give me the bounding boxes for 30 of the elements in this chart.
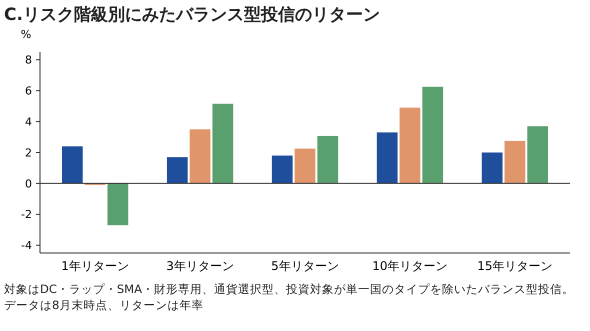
y-tick-label: 8 [25,54,32,67]
y-axis-title: % [20,28,32,41]
bar [527,126,548,184]
text: データは8月末時点、リターンは年率 [4,298,204,312]
y-tick-label: 6 [25,84,32,98]
bar [272,156,293,184]
y-tick-label: -2 [21,208,32,222]
bar [482,152,503,184]
y-tick-label: 0 [25,177,32,190]
y-tick-label: 2 [25,146,32,160]
bar [107,183,128,226]
text: 対象はDC・ラップ・SMA・財形専用、通貨選択型、投資対象が単一国のタイプを除いたバランス型投信。 [4,282,574,296]
bar [294,148,316,184]
bar [212,104,234,184]
bar [422,86,444,184]
bar [504,140,526,184]
bar [62,146,83,184]
bar [400,108,420,184]
x-tick-label: 3年リターン [166,259,234,273]
chart-title: C.リスク階級別にみたバランス型投信のリターン [4,5,380,25]
y-tick-label: 4 [25,115,32,128]
y-tick-label: -4 [21,239,32,252]
bar [190,129,210,184]
x-tick-label: 1年リターン [61,259,129,273]
bar [376,132,398,184]
x-tick-label: 10年リターン [372,259,448,273]
x-tick-label: 15年リターン [477,259,553,273]
bar [317,136,338,184]
x-tick-label: 5年リターン [271,259,339,273]
bar [166,157,188,184]
